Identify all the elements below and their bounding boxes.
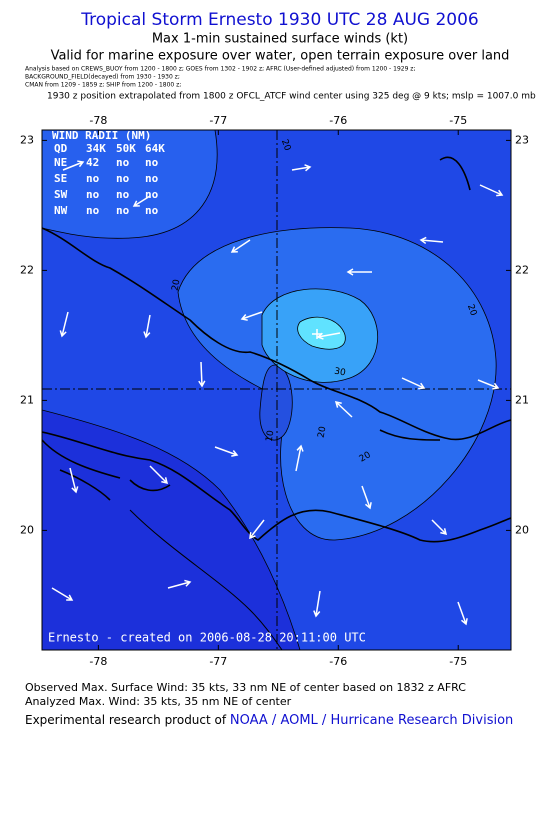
wind-radii-cell: no xyxy=(145,156,159,169)
product-prefix: Experimental research product of xyxy=(25,713,230,727)
lat-label: 23 xyxy=(515,133,529,146)
wind-radii-cell: no xyxy=(145,188,159,201)
lon-label: -78 xyxy=(89,114,107,127)
source-line: CMAN from 1209 - 1859 z; SHIP from 1200 … xyxy=(25,82,181,89)
wind-vector xyxy=(59,311,69,338)
observed-wind: Observed Max. Surface Wind: 35 kts, 33 n… xyxy=(25,681,466,694)
wind-vector xyxy=(457,601,468,626)
wind-vector xyxy=(479,184,504,197)
wind-vector xyxy=(167,579,192,589)
contour-label: 20 xyxy=(465,303,478,317)
contour-label: 20 xyxy=(171,278,183,291)
wind-vector xyxy=(295,444,304,472)
coastline xyxy=(42,429,441,501)
wind-vector xyxy=(346,268,372,276)
wind-radii-cell: no xyxy=(116,188,130,201)
lat-label: 21 xyxy=(515,393,529,406)
lon-label: -75 xyxy=(449,114,467,127)
map-frame xyxy=(41,129,512,651)
wind-radii-cell: SW xyxy=(54,188,68,201)
wind-vector xyxy=(334,401,353,418)
contour-10 xyxy=(259,364,293,441)
wind-radii-header: QD xyxy=(54,142,68,155)
product-line: Experimental research product of NOAA / … xyxy=(25,713,513,728)
wind-vector xyxy=(149,465,169,485)
wind-radii-cell: no xyxy=(86,188,100,201)
source-line: BACKGROUND_FIELD(decayed) from 1930 - 19… xyxy=(25,74,180,81)
wind-radii-cell: NE xyxy=(54,156,67,169)
contour-label: 10 xyxy=(265,429,277,442)
wind-vector xyxy=(132,195,151,207)
contour-line xyxy=(129,509,283,650)
position-note: 1930 z position extrapolated from 1800 z… xyxy=(47,92,536,102)
lat-label: 23 xyxy=(20,133,34,146)
contour-label: 30 xyxy=(333,367,346,379)
wind-radii-cell: no xyxy=(145,204,159,217)
wind-vector xyxy=(419,236,444,245)
wind-vector xyxy=(69,467,79,494)
wind-radii-header: 64K xyxy=(145,142,165,155)
wind-radii-header: 50K xyxy=(116,142,136,155)
source-line: Analysis based on CREWS_BUOY from 1200 -… xyxy=(25,66,415,73)
wind-vector xyxy=(230,239,251,253)
lat-label: 20 xyxy=(20,523,34,536)
wind-radii-title: WIND RADII (NM) xyxy=(52,129,151,142)
lon-label: -77 xyxy=(209,655,227,668)
wind-radii-cell: no xyxy=(116,204,130,217)
lon-label: -75 xyxy=(449,655,467,668)
lat-label: 21 xyxy=(20,393,34,406)
analyzed-wind: Analyzed Max. Wind: 35 kts, 35 nm NE of … xyxy=(25,695,292,708)
lon-label: -78 xyxy=(89,655,107,668)
wind-radii-cell: NW xyxy=(54,204,68,217)
coastline xyxy=(42,431,511,543)
lat-label: 22 xyxy=(20,263,34,276)
wind-vector xyxy=(143,314,151,339)
credit: Ernesto - created on 2006-08-28 20:11:00… xyxy=(48,631,366,645)
wind-vector xyxy=(214,446,239,457)
wind-radii-header: 34K xyxy=(86,142,106,155)
lat-label: 22 xyxy=(515,263,529,276)
wind-radii-cell: no xyxy=(86,204,100,217)
wind-vector xyxy=(401,377,426,390)
wind-radii-cell: SE xyxy=(54,172,67,185)
lon-label: -76 xyxy=(329,114,347,127)
wind-vector xyxy=(51,587,74,601)
wind-radii-cell: no xyxy=(116,156,130,169)
title: Tropical Storm Ernesto 1930 UTC 28 AUG 2… xyxy=(80,10,479,30)
lon-label: -77 xyxy=(209,114,227,127)
wind-vector xyxy=(198,361,206,388)
wind-vector xyxy=(477,379,500,390)
storm-center xyxy=(312,329,322,339)
wind-vector xyxy=(291,164,312,172)
validity: Valid for marine exposure over water, op… xyxy=(51,49,510,64)
contour-20 xyxy=(42,130,218,239)
wind-vector xyxy=(249,519,265,540)
wind-vector xyxy=(431,519,448,536)
wind-radii-cell: 42 xyxy=(86,156,99,169)
coastline xyxy=(42,227,511,441)
wind-vector xyxy=(313,590,321,618)
wind-vector xyxy=(361,485,372,510)
wind-radii-cell: no xyxy=(86,172,100,185)
wind-radii-cell: no xyxy=(116,172,130,185)
wind-radii-cell: no xyxy=(145,172,159,185)
subtitle: Max 1-min sustained surface winds (kt) xyxy=(152,32,408,47)
wind-vector xyxy=(240,311,263,321)
wind-vector xyxy=(62,160,85,171)
lat-label: 20 xyxy=(515,523,529,536)
lon-label: -76 xyxy=(329,655,347,668)
contour-label: 20 xyxy=(279,138,292,152)
product-link[interactable]: NOAA / AOML / Hurricane Research Divisio… xyxy=(230,713,513,728)
contour-label: 20 xyxy=(317,425,329,438)
